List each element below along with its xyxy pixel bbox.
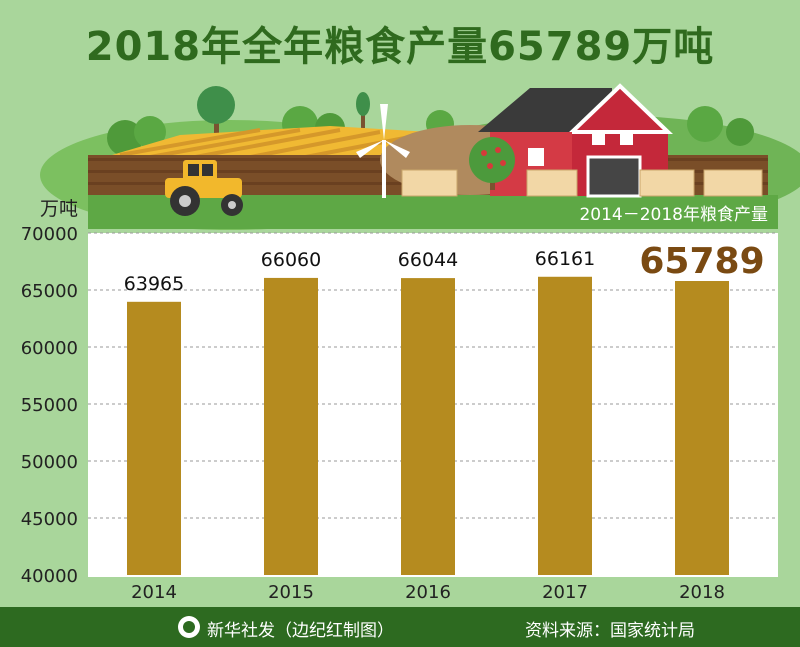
fence	[401, 169, 763, 197]
y-tick-labels: 40000 45000 50000 55000 60000 65000 70000	[21, 224, 78, 587]
bar-2014	[127, 301, 181, 575]
tree-trunk	[214, 112, 219, 136]
bar-2017	[538, 276, 592, 575]
grass-strip	[88, 195, 778, 229]
data-label-2017: 66161	[535, 248, 595, 270]
windmill-blade	[380, 104, 388, 140]
y-tick-label: 50000	[21, 452, 78, 473]
barn-door	[586, 155, 642, 198]
barn-roof	[478, 88, 612, 132]
page-title: 2018年全年粮食产量65789万吨	[85, 24, 715, 70]
tree-crown	[197, 86, 235, 124]
y-tick-label: 65000	[21, 281, 78, 302]
y-tick-label: 70000	[21, 224, 78, 245]
bar-2016	[401, 278, 455, 575]
x-tick-label: 2016	[405, 582, 451, 603]
data-label-2016: 66044	[398, 249, 458, 271]
bush	[107, 120, 143, 156]
x-tick-labels: 2014 2015 2016 2017 2018	[131, 582, 725, 603]
bush	[687, 106, 723, 142]
bush	[726, 118, 754, 146]
bar-2015	[264, 277, 318, 575]
grain-output-chart: 2014－2018年粮食产量 万吨 40000 45000 50000 55000 60…	[21, 198, 778, 603]
apple-tree	[469, 137, 515, 183]
windmill-blade	[384, 140, 410, 158]
farm-illustration	[40, 83, 800, 230]
tree-crown	[356, 92, 370, 116]
xinhua-logo-icon	[178, 616, 200, 638]
bush	[134, 116, 166, 148]
y-tick-label: 55000	[21, 395, 78, 416]
data-label-2018: 65789	[639, 241, 764, 282]
tree-trunk	[361, 110, 365, 128]
x-tick-label: 2014	[131, 582, 177, 603]
data-label-2015: 66060	[261, 249, 321, 271]
y-axis-unit: 万吨	[40, 198, 78, 220]
footer-source: 资料来源：国家统计局	[525, 621, 695, 641]
footer-credit: 新华社发（边纪红制图）	[207, 621, 394, 641]
x-tick-label: 2017	[542, 582, 588, 603]
chart-subtitle: 2014－2018年粮食产量	[579, 205, 768, 225]
y-tick-label: 45000	[21, 509, 78, 530]
x-tick-label: 2018	[679, 582, 725, 603]
y-tick-label: 40000	[21, 566, 78, 587]
footer: 新华社发（边纪红制图） 资料来源：国家统计局	[0, 607, 800, 647]
x-tick-label: 2015	[268, 582, 314, 603]
windmill-pole	[382, 140, 386, 198]
bars	[127, 276, 729, 575]
windmill-blade	[356, 140, 384, 158]
y-tick-label: 60000	[21, 338, 78, 359]
bar-2018	[675, 281, 729, 575]
data-label-2014: 63965	[124, 273, 184, 295]
data-labels: 63965 66060 66044 66161 65789	[124, 241, 765, 295]
